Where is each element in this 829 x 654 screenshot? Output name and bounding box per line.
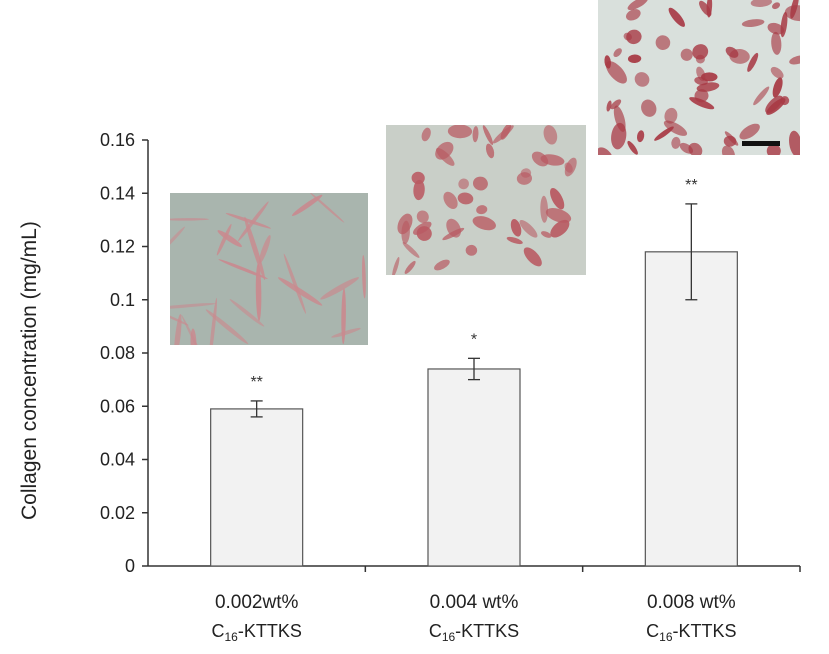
bar xyxy=(427,368,521,567)
micrograph-medium-concentration xyxy=(386,125,586,275)
y-tick-label: 0.02 xyxy=(100,503,135,523)
category-label: 0.004 wt% xyxy=(430,592,519,613)
micrograph-image xyxy=(170,193,368,345)
category-label: 0.002wt% xyxy=(215,592,299,613)
y-axis-label: Collagen concentration (mg/mL) xyxy=(18,221,41,520)
y-tick-label: 0.06 xyxy=(100,396,135,416)
category-sublabel: C16-KTTKS xyxy=(429,621,519,644)
y-tick-label: 0.1 xyxy=(110,290,135,310)
significance-marker: ** xyxy=(250,374,262,391)
y-tick-label: 0.14 xyxy=(100,183,135,203)
y-tick-label: 0.16 xyxy=(100,130,135,150)
micrograph-high-concentration xyxy=(598,0,800,155)
category-sublabel: C16-KTTKS xyxy=(211,621,301,644)
y-tick-label: 0 xyxy=(125,556,135,576)
category-sublabel: C16-KTTKS xyxy=(646,621,736,644)
micrograph-image xyxy=(386,125,586,275)
category-label: 0.008 wt% xyxy=(647,592,736,613)
bar xyxy=(210,408,304,567)
y-tick-label: 0.04 xyxy=(100,450,135,470)
significance-marker: * xyxy=(471,331,477,348)
scale-bar xyxy=(742,141,780,146)
y-tick-label: 0.08 xyxy=(100,343,135,363)
micrograph-image xyxy=(598,0,800,155)
y-tick-label: 0.12 xyxy=(100,237,135,257)
significance-marker: ** xyxy=(685,177,697,194)
bar xyxy=(644,251,738,567)
micrograph-low-concentration xyxy=(170,193,368,345)
